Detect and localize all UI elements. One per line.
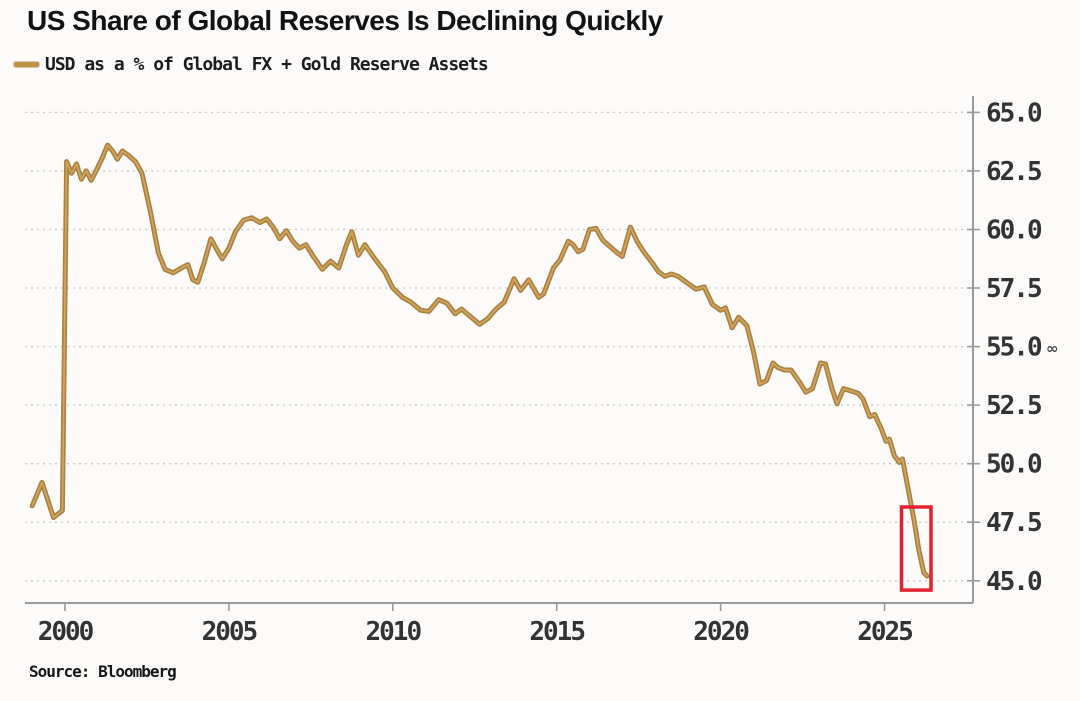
y-tick-label: 65.0 <box>986 98 1042 128</box>
chart-title: US Share of Global Reserves Is Declining… <box>27 5 663 36</box>
legend-line-swatch-icon <box>14 62 39 67</box>
legend: USD as a % of Global FX + Gold Reserve A… <box>14 54 489 75</box>
y-tick-label: 55.0 <box>986 333 1042 363</box>
y-tick-label: 57.5 <box>986 274 1041 304</box>
x-tick-label: 2000 <box>38 617 94 647</box>
x-tick-label: 2025 <box>857 617 912 647</box>
x-tick-label: 2020 <box>693 617 749 647</box>
y-tick-label: 60.0 <box>986 216 1042 246</box>
usd-share-line <box>29 142 930 579</box>
source-attribution: Source: Bloomberg <box>29 662 177 681</box>
y-tick-label: 52.5 <box>986 391 1041 421</box>
x-tick-label: 2005 <box>202 617 257 647</box>
y-tick-label: 47.5 <box>986 508 1041 538</box>
side-marker-glyph: ∞ <box>1046 340 1059 358</box>
y-tick-label: 62.5 <box>986 157 1041 187</box>
x-tick-label: 2015 <box>529 617 584 647</box>
highlight-box <box>899 505 933 592</box>
usd-share-line-highlight <box>31 144 928 577</box>
y-tick-label: 50.0 <box>986 450 1042 480</box>
legend-series-label: USD as a % of Global FX + Gold Reserve A… <box>45 54 489 75</box>
y-tick-label: 45.0 <box>986 567 1042 597</box>
x-tick-label: 2010 <box>365 617 421 647</box>
